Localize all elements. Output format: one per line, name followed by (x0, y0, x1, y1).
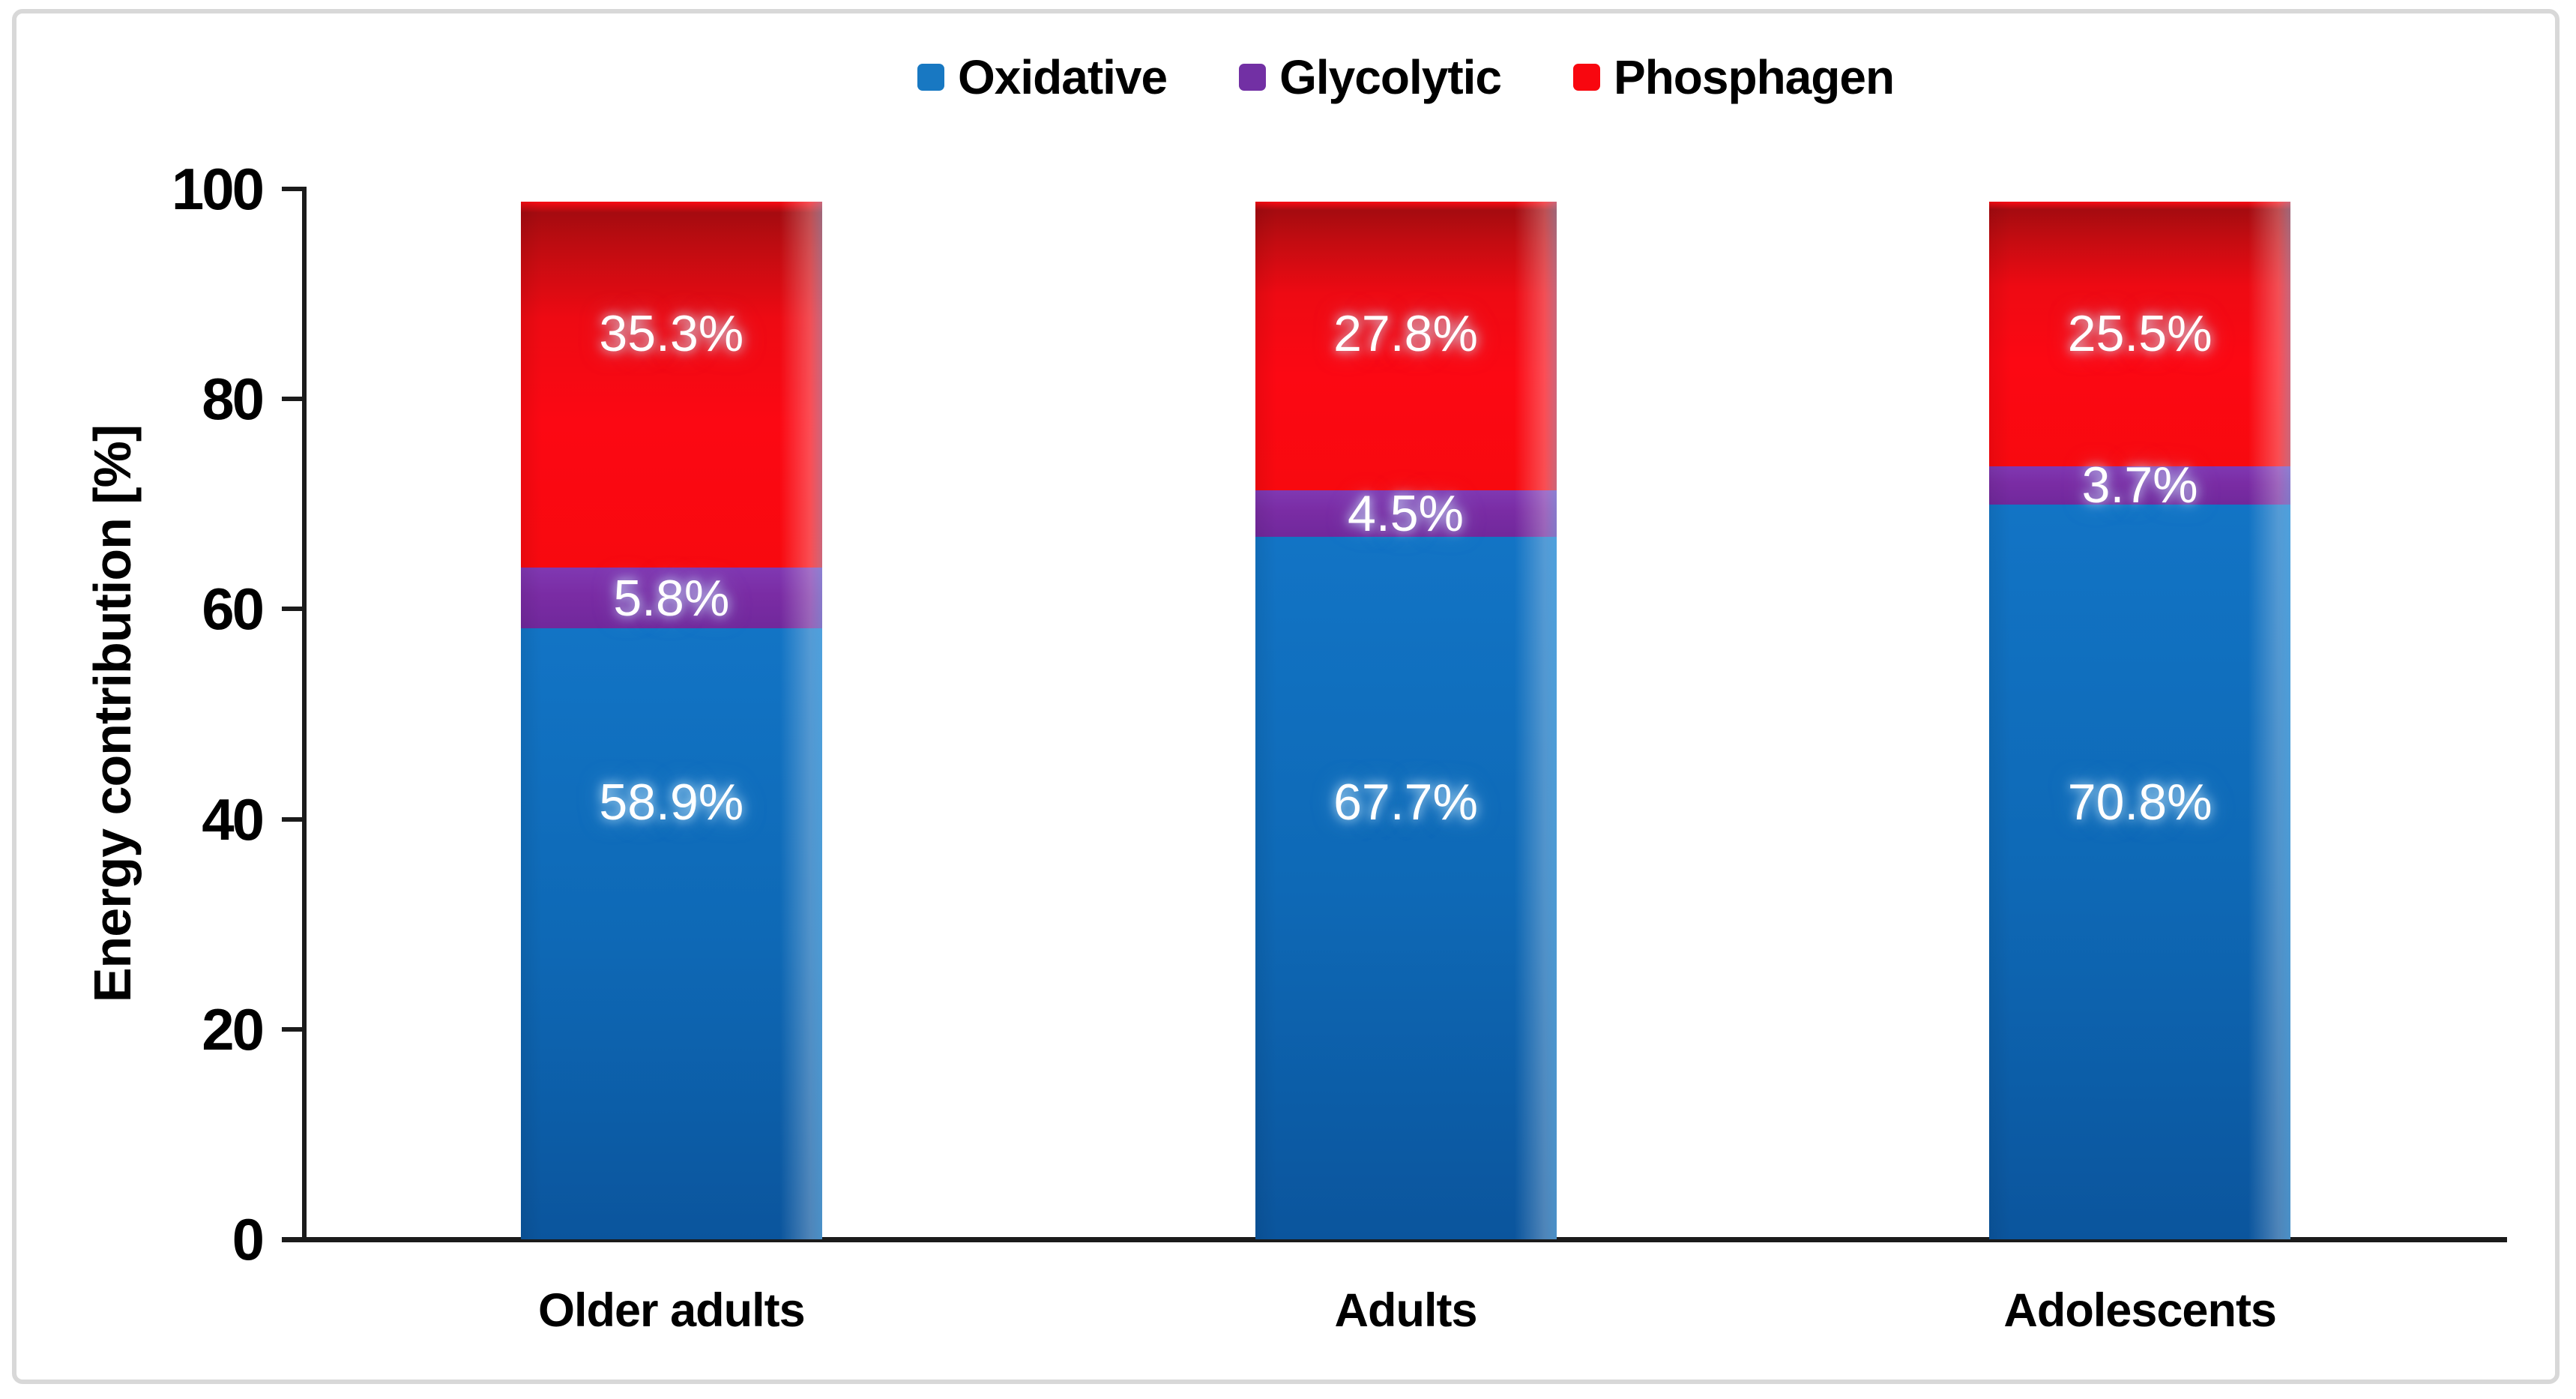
legend-swatch-oxidative (917, 64, 944, 91)
segment-label-glycolytic-adolescents: 3.7% (2081, 457, 2198, 514)
y-tick-mark-60 (282, 607, 304, 612)
segment-oxidative-adults (1255, 536, 1557, 1239)
legend-item-glycolytic: Glycolytic (1239, 49, 1502, 105)
segment-label-oxidative-adolescents: 70.8% (2067, 774, 2212, 831)
segment-label-oxidative-adults: 67.7% (1333, 774, 1478, 831)
y-tick-mark-40 (282, 816, 304, 822)
segment-glycolytic-adolescents (1989, 466, 2291, 505)
y-tick-mark-100 (282, 187, 304, 191)
y-tick-mark-0 (282, 1237, 304, 1242)
segment-phosphagen-older-adults (520, 201, 822, 568)
legend-swatch-glycolytic (1239, 64, 1267, 91)
figure-frame (12, 9, 2560, 1384)
legend-label: Oxidative (957, 50, 1168, 104)
x-axis-line (282, 1237, 2507, 1242)
y-tick-mark-80 (282, 397, 304, 402)
category-label-older-adults: Older adults (538, 1284, 806, 1337)
category-label-adolescents: Adolescents (2003, 1284, 2277, 1337)
legend-label: Glycolytic (1279, 50, 1502, 104)
y-tick-label-40: 40 (202, 786, 265, 852)
segment-phosphagen-adolescents (1989, 201, 2291, 466)
legend-item-phosphagen: Phosphagen (1573, 49, 1895, 105)
bar-older-adults (520, 201, 822, 1240)
segment-oxidative-adolescents (1989, 504, 2291, 1239)
segment-oxidative-older-adults (520, 628, 822, 1239)
y-tick-label-60: 60 (202, 576, 265, 643)
y-axis-title: Energy contribution [%] (83, 424, 142, 1003)
legend: Oxidative Glycolytic Phosphagen (304, 49, 2507, 105)
segment-label-glycolytic-older-adults: 5.8% (613, 569, 730, 627)
legend-item-oxidative: Oxidative (917, 49, 1168, 105)
bar-adolescents (1989, 201, 2291, 1240)
segment-label-oxidative-older-adults: 58.9% (599, 774, 744, 831)
y-tick-label-100: 100 (171, 156, 265, 222)
bar-adults (1255, 201, 1557, 1240)
y-tick-label-80: 80 (202, 366, 265, 433)
plot-area: 0 20 40 60 80 100 58.9% 5.8% 35.3% 67.7% 4.5% 27.8… (172, 156, 2507, 1337)
segment-label-phosphagen-adolescents: 25.5% (2067, 305, 2212, 363)
y-tick-mark-20 (282, 1026, 304, 1032)
segment-phosphagen-adults (1255, 201, 1557, 490)
y-axis-line (302, 187, 307, 1242)
segment-label-phosphagen-adults: 27.8% (1333, 305, 1478, 363)
legend-swatch-phosphagen (1573, 64, 1600, 91)
y-tick-label-20: 20 (202, 996, 265, 1062)
segment-label-glycolytic-adults: 4.5% (1348, 484, 1464, 542)
legend-label: Phosphagen (1614, 50, 1895, 104)
y-tick-label-0: 0 (232, 1206, 265, 1272)
category-label-adults: Adults (1334, 1284, 1478, 1337)
segment-label-phosphagen-older-adults: 35.3% (599, 305, 744, 363)
segment-glycolytic-adults (1255, 490, 1557, 537)
segment-glycolytic-older-adults (520, 568, 822, 628)
